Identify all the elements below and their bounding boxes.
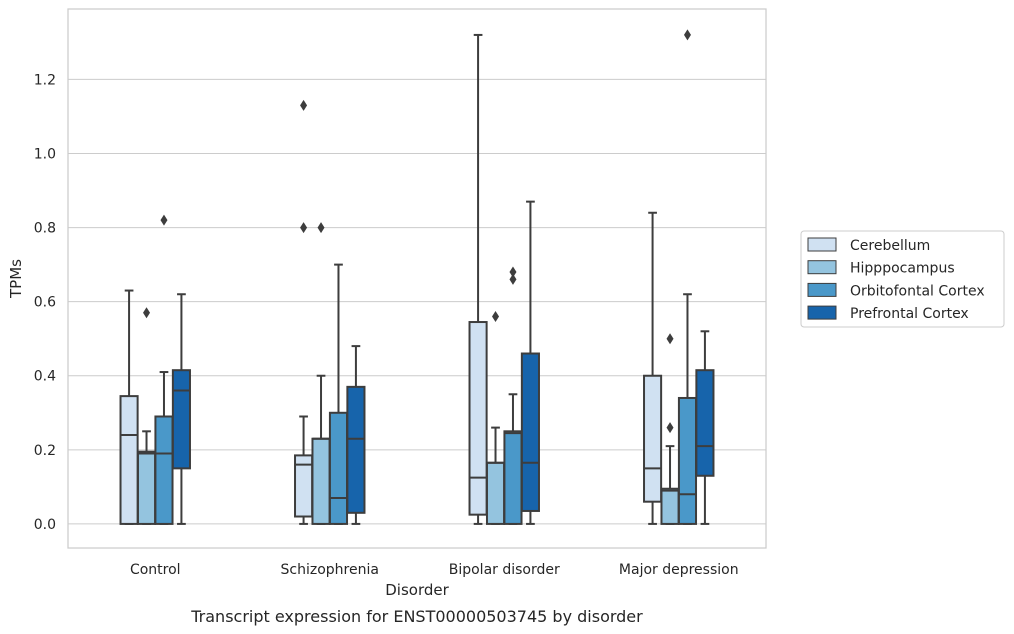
iqr-box [677, 396, 698, 525]
iqr-box [503, 430, 523, 525]
legend-label: Cerebellum [850, 238, 930, 254]
box-prefrontal-cortex [346, 345, 366, 525]
y-tick-label: 1.0 [34, 146, 56, 162]
outlier-point [666, 422, 674, 434]
iqr-box [346, 385, 366, 514]
iqr-box [695, 369, 715, 477]
outlier-point [300, 99, 308, 111]
outlier-point [509, 266, 517, 278]
iqr-box [328, 411, 349, 525]
box-layer [119, 29, 715, 525]
legend-swatch [807, 260, 837, 275]
plot-area-frame [67, 8, 767, 549]
legend-swatch [807, 237, 837, 252]
outlier-point [492, 310, 500, 322]
legend-frame [800, 230, 1005, 328]
legend-label: Prefrontal Cortex [850, 306, 969, 322]
legend-label: Hipppocampus [850, 261, 955, 277]
outlier-point [317, 222, 325, 234]
outlier-point [160, 214, 168, 226]
y-tick-label: 0.4 [34, 369, 56, 385]
x-tick-labels: Control Schizophrenia Bipolar disorder Majo… [130, 562, 739, 578]
y-axis-title: TPMs [7, 259, 25, 299]
y-tick-label: 1.2 [34, 72, 56, 88]
iqr-box [154, 415, 174, 525]
y-tick-label: 0.8 [34, 221, 56, 237]
box-hipppocampus [485, 310, 506, 525]
outlier-point [666, 333, 674, 345]
box-prefrontal-cortex [171, 293, 191, 525]
y-tick-label: 0.2 [34, 443, 56, 459]
iqr-box [311, 437, 331, 525]
x-tick-label: Major depression [619, 562, 739, 578]
chart-caption: Transcript expression for ENST0000050374… [190, 607, 643, 626]
outlier-point [143, 307, 151, 319]
y-tick-label: 0.6 [34, 295, 56, 311]
iqr-box [136, 450, 157, 525]
box-cerebellum [643, 211, 663, 525]
x-tick-label: Schizophrenia [281, 562, 379, 578]
box-orbitofontal-cortex [503, 266, 523, 525]
iqr-box [171, 369, 191, 470]
legend-label: Orbitofontal Cortex [850, 283, 985, 299]
box-prefrontal-cortex [520, 200, 540, 525]
outlier-point [509, 273, 517, 285]
box-hipppocampus [660, 333, 680, 525]
iqr-box [660, 487, 680, 525]
box-orbitofontal-cortex [154, 214, 174, 525]
box-hipppocampus [136, 307, 157, 525]
box-cerebellum [119, 289, 139, 525]
legend-swatch [807, 282, 837, 297]
outlier-point [300, 222, 308, 234]
iqr-box [643, 374, 663, 503]
box-prefrontal-cortex [695, 330, 715, 525]
x-tick-label: Control [130, 562, 181, 578]
legend-swatch [807, 305, 837, 320]
y-tick-label: 0.0 [34, 517, 56, 533]
x-axis-title: Disorder [385, 581, 449, 599]
box-orbitofontal-cortex [677, 29, 698, 525]
iqr-box [520, 352, 540, 512]
box-orbitofontal-cortex [328, 263, 349, 525]
box-hipppocampus [311, 222, 331, 525]
legend: Cerebellum Hipppocampus Orbitofontal Corte… [800, 230, 1005, 328]
iqr-box [468, 321, 488, 516]
iqr-box [119, 395, 139, 525]
box-cerebellum [468, 33, 488, 525]
outlier-point [683, 29, 691, 41]
box-cerebellum [294, 99, 314, 525]
iqr-box [485, 461, 506, 525]
x-tick-label: Bipolar disorder [449, 562, 560, 578]
y-tick-labels: 0.0 0.2 0.4 0.6 0.8 1.0 1.2 [34, 72, 56, 533]
legend-items: Cerebellum Hipppocampus Orbitofontal Corte… [807, 237, 985, 322]
